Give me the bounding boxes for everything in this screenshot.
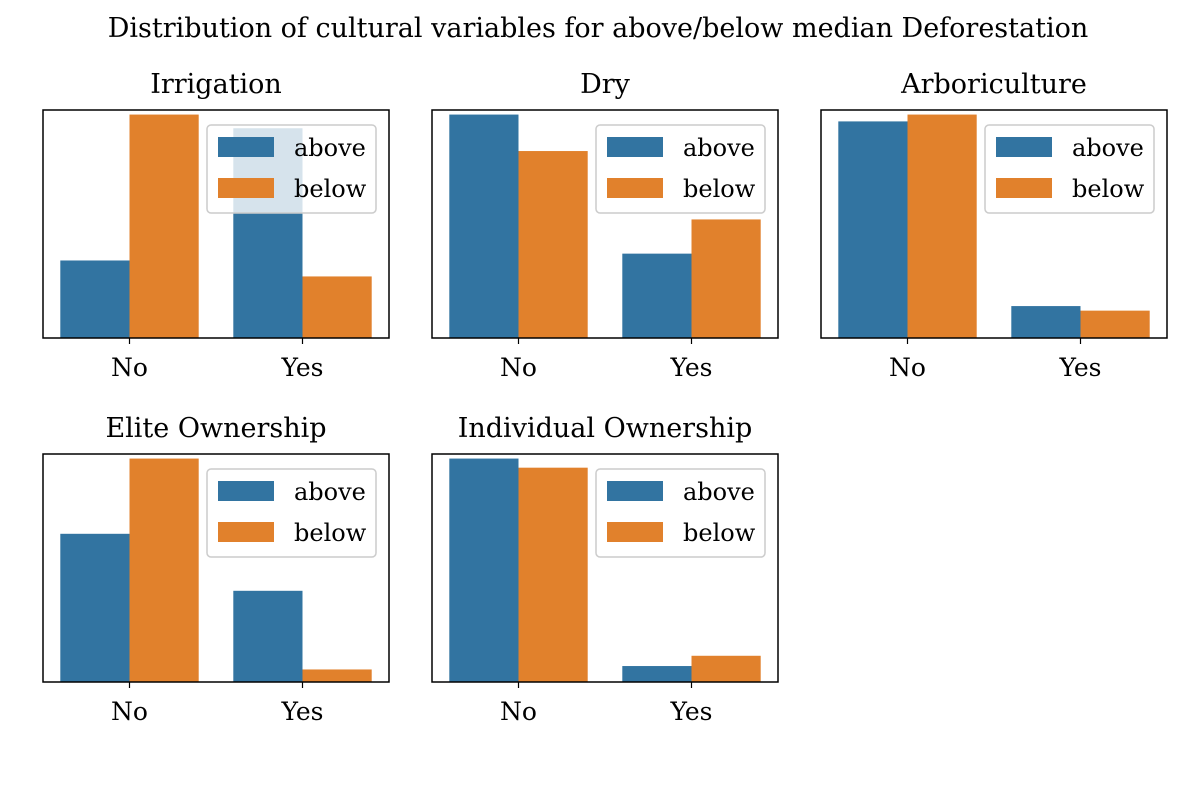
axes-frame — [431, 109, 779, 339]
legend-swatch-above — [218, 481, 274, 501]
legend-swatch-above — [607, 481, 663, 501]
x-tick-label: Yes — [281, 697, 324, 726]
legend-swatch-below — [996, 178, 1052, 198]
chart-panel: Dry No Yes above below — [431, 69, 779, 382]
bar-above-no — [838, 121, 908, 339]
legend: above below — [206, 468, 377, 558]
bar-below-yes — [302, 276, 372, 338]
chart-panel: Arboriculture No Yes above below — [820, 69, 1168, 382]
axes-frame — [820, 109, 1168, 339]
legend-swatch-above — [218, 137, 274, 157]
panel-title: Irrigation — [150, 69, 282, 100]
legend-swatch-below — [218, 178, 274, 198]
legend-swatch-below — [218, 522, 274, 542]
legend-swatch-above — [996, 137, 1052, 157]
bar-below-no — [129, 458, 199, 682]
legend-label-above: above — [1072, 134, 1144, 162]
legend-label-below: below — [294, 519, 367, 547]
chart-panel: Individual Ownership No Yes above below — [431, 413, 779, 726]
bar-above-yes — [622, 253, 692, 338]
chart-panel: Irrigation No Yes above below — [42, 69, 390, 382]
x-tick-label: Yes — [1059, 353, 1102, 382]
x-tick-label: No — [111, 353, 148, 382]
figure-title: Distribution of cultural variables for a… — [108, 13, 1089, 44]
bar-above-yes — [622, 666, 692, 682]
panel-title: Elite Ownership — [105, 413, 326, 444]
legend: above below — [595, 124, 766, 214]
x-tick-label: Yes — [670, 353, 713, 382]
bar-below-yes — [691, 219, 761, 338]
bar-below-no — [518, 467, 588, 682]
legend-label-above: above — [683, 134, 755, 162]
x-tick-label: No — [111, 697, 148, 726]
legend-label-below: below — [683, 175, 756, 203]
x-tick-label: No — [500, 353, 537, 382]
legend: above below — [595, 468, 766, 558]
axes-frame — [42, 109, 390, 339]
chart-panel: Elite Ownership No Yes above below — [42, 413, 390, 726]
panel-title: Arboriculture — [900, 69, 1087, 100]
bar-above-no — [449, 114, 519, 338]
bar-below-yes — [302, 669, 372, 682]
bar-below-yes — [1080, 310, 1150, 338]
bar-below-no — [518, 151, 588, 338]
panel-title: Dry — [580, 69, 631, 100]
panel-title: Individual Ownership — [458, 413, 753, 444]
panels: Irrigation No Yes above below Dry No Yes above be… — [42, 69, 1168, 726]
legend-label-below: below — [683, 519, 756, 547]
legend-label-below: below — [294, 175, 367, 203]
legend-label-above: above — [683, 478, 755, 506]
axes-frame — [42, 453, 390, 683]
x-tick-label: Yes — [281, 353, 324, 382]
bar-above-no — [60, 533, 130, 682]
legend-label-above: above — [294, 134, 366, 162]
legend-label-above: above — [294, 478, 366, 506]
bar-above-no — [60, 260, 130, 338]
bar-below-yes — [691, 655, 761, 682]
legend-label-below: below — [1072, 175, 1145, 203]
bar-below-no — [907, 114, 977, 338]
legend-swatch-below — [607, 522, 663, 542]
axes-frame — [431, 453, 779, 683]
x-tick-label: No — [500, 697, 537, 726]
legend: above below — [206, 124, 377, 214]
legend-swatch-above — [607, 137, 663, 157]
x-tick-label: No — [889, 353, 926, 382]
bar-below-no — [129, 114, 199, 338]
bar-above-no — [449, 458, 519, 682]
bar-above-yes — [1011, 306, 1081, 338]
x-tick-label: Yes — [670, 697, 713, 726]
legend-swatch-below — [607, 178, 663, 198]
legend: above below — [984, 124, 1155, 214]
bar-above-yes — [233, 590, 303, 682]
